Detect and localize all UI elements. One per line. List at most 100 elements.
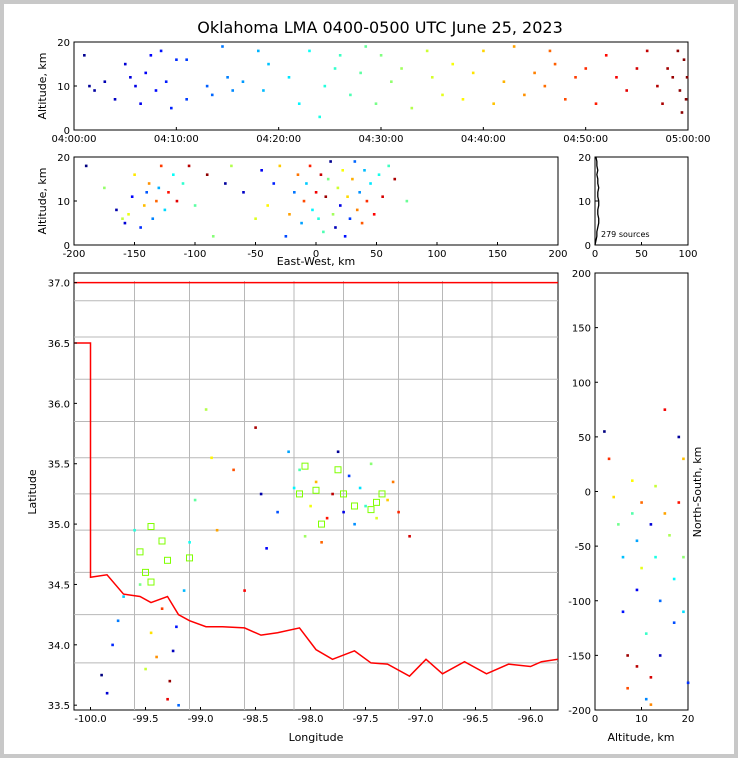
data-point [123,62,127,66]
data-point [682,457,685,461]
lightning-source [292,486,296,490]
data-point [626,654,629,657]
lightning-source [188,541,191,544]
data-point [360,221,364,225]
data-point [640,501,643,504]
data-point [393,177,397,181]
lightning-source [177,703,180,707]
lma-station-marker [334,466,342,474]
east-west-axis-tick-label: 200 [548,249,567,260]
data-point [523,93,526,97]
data-point [267,62,270,66]
data-point [155,199,158,203]
data-point [365,199,369,203]
data-point [631,479,634,482]
data-point [584,67,588,70]
lma-station-marker [147,578,155,586]
data-point [635,665,639,668]
lightning-source [204,408,208,411]
data-point [322,230,325,234]
lightning-source [342,510,345,514]
data-point [682,58,686,61]
lma-station-marker [142,568,149,576]
lightning-source [160,607,164,610]
lightning-source [105,691,109,695]
time-axis-tick-label: 04:50:00 [563,134,608,145]
data-point [441,93,444,97]
lightning-source [265,547,268,550]
east-west-axis-label: East-West, km [277,255,355,268]
northsouth-altitude-panel: 0 10 20 -200 -150 -100 -50 0 50 100 150 200 Altitude… [568,269,704,744]
data-point [663,408,667,411]
data-point [564,98,567,101]
lightning-source [353,522,356,526]
latitude-axis-tick-label: 35.5 [48,460,70,471]
data-point [175,58,178,61]
east-west-axis-tick-label: 100 [427,249,446,260]
east-west-axis-tick-label: -200 [63,249,86,260]
data-point [671,76,675,79]
altitude-time-panel: 04:00:00 04:10:00 04:20:00 04:30:00 04:40:00… [36,38,710,145]
data-point [181,182,185,185]
data-point [615,76,618,79]
data-point [329,160,332,163]
lightning-source [171,649,175,653]
data-point [676,49,680,53]
data-point [185,98,188,101]
data-point [640,566,643,570]
data-point [343,235,347,238]
lightning-source [133,528,136,532]
lma-station-marker [378,490,386,498]
lightning-source [149,631,153,635]
data-point [93,89,96,92]
data-point [288,213,291,216]
data-point [349,93,352,97]
data-point [163,208,167,212]
north-south-axis-tick-label: -50 [575,542,591,553]
data-point [574,76,577,79]
latitude-axis-tick-label: 36.5 [48,339,70,350]
lightning-source [100,673,103,677]
altitude-axis-tick-label: 20 [682,714,695,725]
lma-station-marker [373,498,380,506]
data-point [231,89,235,92]
data-point [471,71,475,75]
latitude-axis-tick-label: 37.0 [48,279,70,290]
data-point [260,169,263,172]
lightning-source [166,697,169,701]
altitude-axis-tick-label: 10 [57,82,70,93]
data-point [272,182,276,185]
data-point [205,173,209,176]
east-west-axis-tick-label: -50 [247,249,263,260]
data-point [682,555,685,559]
data-point [377,173,381,176]
data-point [221,45,224,48]
data-point [308,49,311,53]
state-border [74,342,558,678]
lightning-source [331,492,334,496]
data-point [175,199,179,203]
data-point [151,217,155,220]
data-point [226,76,229,79]
east-west-axis-tick-label: -100 [184,249,207,260]
data-point [351,177,354,181]
data-point [323,84,327,88]
data-point [145,191,148,194]
north-south-axis-tick-label: 200 [572,269,591,280]
data-point [548,49,552,53]
lightning-source [397,510,400,514]
data-point [663,512,667,515]
lightning-source [364,504,367,508]
altitude-axis-tick-label: 0 [64,241,70,252]
lightning-source [111,643,114,647]
data-point [133,173,136,176]
data-point [644,632,648,635]
altitude-axis-tick-label: 20 [57,38,70,49]
data-point [607,457,611,461]
data-point [685,76,689,79]
altitude-eastwest-panel: -200 -150 -100 -50 0 50 100 150 200 0 10 20 East-Wes… [36,153,568,268]
data-point [390,80,393,83]
lightning-source [155,655,158,659]
lightning-source [182,589,186,592]
figure-canvas: Oklahoma LMA 0400-0500 UTC June 25, 2023… [26,18,710,744]
